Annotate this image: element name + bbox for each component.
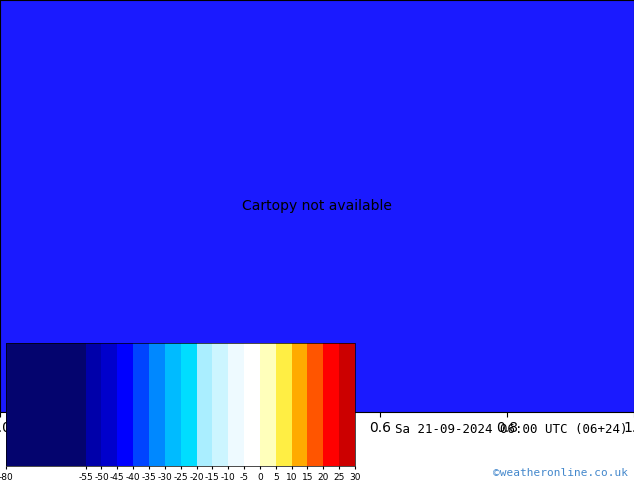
Text: Cartopy not available: Cartopy not available bbox=[242, 199, 392, 213]
Text: ©weatheronline.co.uk: ©weatheronline.co.uk bbox=[493, 468, 628, 478]
Text: Height/Temp. 10 hPa [gdmp][°C] GFS ENS: Height/Temp. 10 hPa [gdmp][°C] GFS ENS bbox=[6, 423, 292, 437]
Text: Sa 21-09-2024 06:00 UTC (06+24): Sa 21-09-2024 06:00 UTC (06+24) bbox=[395, 423, 628, 437]
